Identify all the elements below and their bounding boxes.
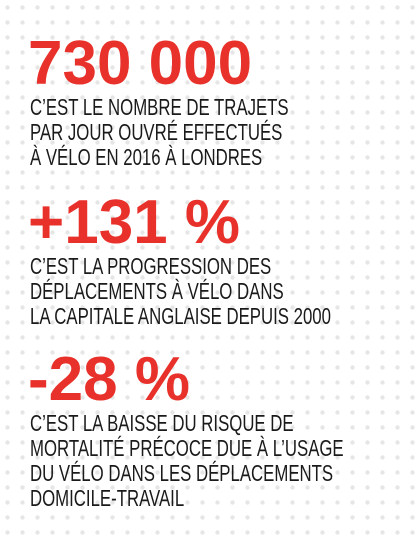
description-line: DÉPLACEMENTS À VÉLO DANS [30, 278, 284, 304]
stat-figure: -28 % [28, 345, 190, 414]
description-line: DU VÉLO DANS LES DÉPLACEMENTS [30, 460, 333, 486]
description-line: À VÉLO EN 2016 À LONDRES [30, 144, 262, 170]
description-line: C’EST LE NOMBRE DE TRAJETS [30, 96, 289, 121]
description-line: PAR JOUR OUVRÉ EFFECTUÉS [30, 119, 282, 145]
description-line: LA CAPITALE ANGLAISE DEPUIS 2000 [30, 305, 331, 330]
description-line: C’EST LA PROGRESSION DES [30, 255, 271, 280]
description-line: MORTALITÉ PRÉCOCE DUE À L’USAGE [30, 435, 344, 461]
stat-block: -28 %C’EST LA BAISSE DU RISQUE DEMORTALI… [28, 345, 344, 512]
description-line: C’EST LA BAISSE DU RISQUE DE [30, 412, 294, 437]
stat-figure: 730 000 [28, 29, 252, 98]
stat-figure: +131 % [28, 188, 240, 257]
stat-block: +131 %C’EST LA PROGRESSION DESDÉPLACEMEN… [28, 188, 331, 330]
description-line: DOMICILE-TRAVAIL [30, 487, 184, 512]
